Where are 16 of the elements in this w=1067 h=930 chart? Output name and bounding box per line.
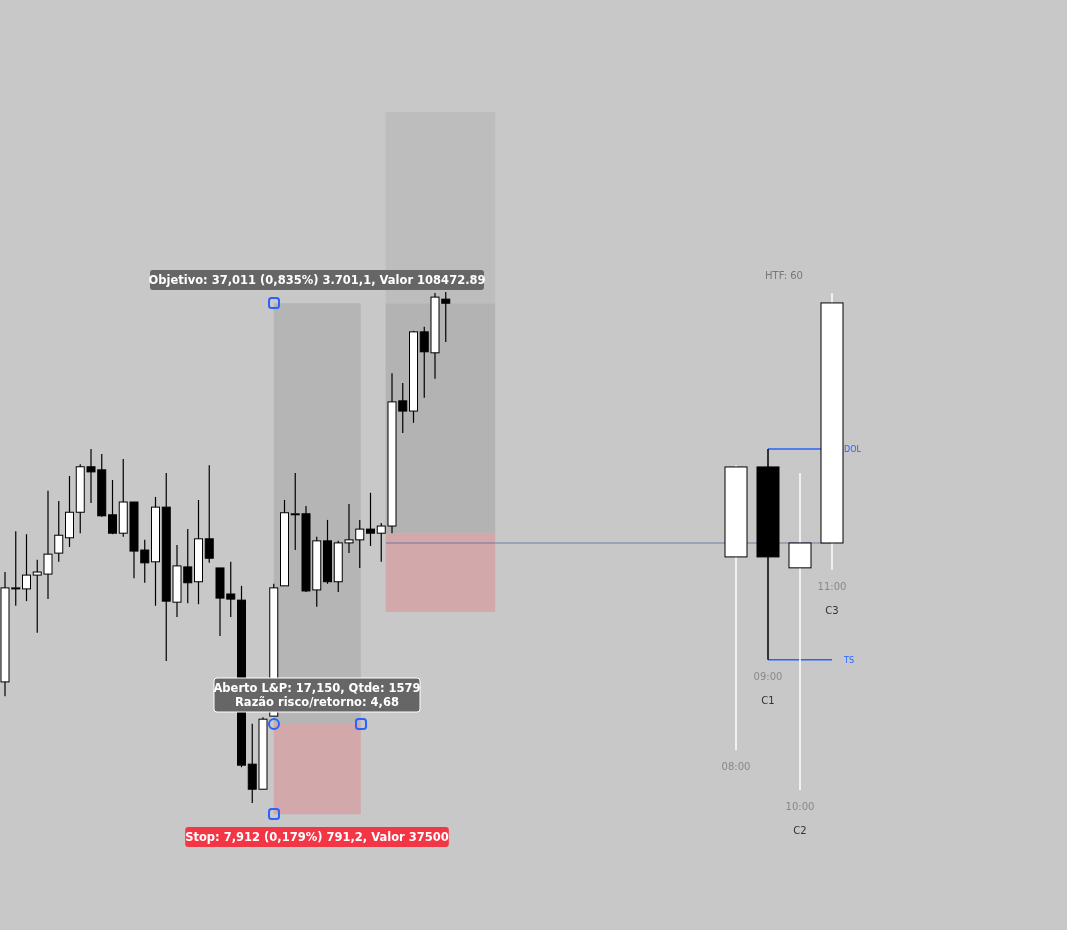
x-tick-label: 10:00 (785, 801, 815, 812)
ref-line-label: TS (843, 655, 854, 665)
ref-line-label: DOL (844, 445, 862, 455)
annotation: C1 (761, 694, 775, 706)
text: C2 (793, 825, 807, 836)
x-tick-label: 11:00 (817, 580, 847, 592)
chart-title: HTF: 60 (765, 270, 803, 281)
candlestick (788, 472, 812, 791)
x-tick-label: 09:00 (753, 670, 783, 682)
text: Stop: 7,912 (0,179%) 791,2, Valor 37500 (185, 830, 449, 844)
candlestick (204, 464, 214, 564)
candlestick (22, 533, 31, 602)
annotation: C3 (825, 604, 839, 616)
x-tick-label: 08:00 (721, 761, 751, 773)
candlestick (366, 492, 375, 547)
candlestick (108, 479, 117, 535)
